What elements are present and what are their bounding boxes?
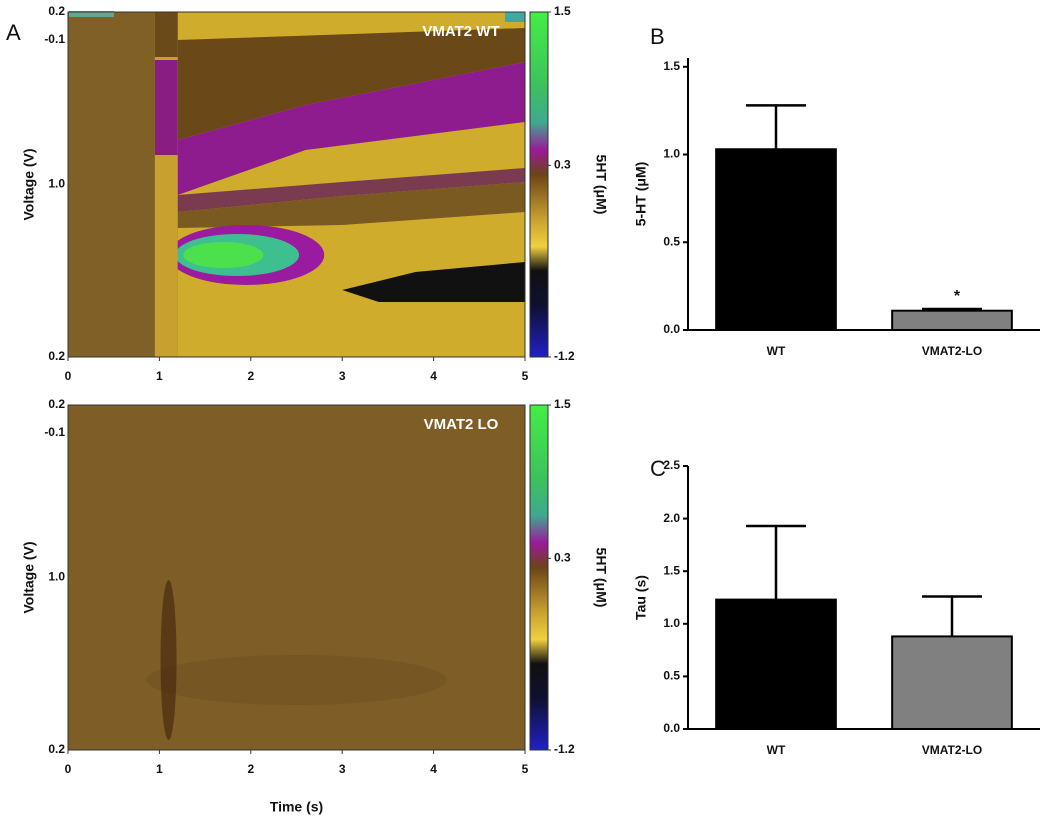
panel-letter: C bbox=[650, 456, 666, 481]
y-tick-label: 1.0 bbox=[663, 616, 680, 630]
heatmap-region bbox=[177, 62, 525, 195]
x-tick-label: 5 bbox=[522, 369, 529, 383]
y-axis-label: Voltage (V) bbox=[21, 148, 37, 220]
y-tick-label: 0.2 bbox=[48, 742, 65, 756]
x-tick-label: 2 bbox=[247, 369, 254, 383]
y-tick-label: 2.0 bbox=[663, 511, 680, 525]
significance-mark: * bbox=[954, 288, 961, 305]
y-tick-label: 1.5 bbox=[663, 59, 680, 73]
bar bbox=[715, 598, 837, 730]
heatmap-region bbox=[177, 168, 525, 212]
colorbar-tick-label: 0.3 bbox=[554, 551, 571, 565]
heatmap-region bbox=[183, 242, 264, 268]
colorbar-tick-label: 1.5 bbox=[554, 4, 571, 18]
x-tick-label: 0 bbox=[65, 762, 72, 776]
y-tick-label: 0.0 bbox=[663, 721, 680, 735]
x-tick-label: 0 bbox=[65, 369, 72, 383]
x-tick-label: 4 bbox=[430, 762, 437, 776]
y-axis-label: Voltage (V) bbox=[21, 541, 37, 613]
y-tick-label: 1.0 bbox=[48, 570, 65, 584]
heatmap-label: VMAT2 LO bbox=[424, 416, 499, 433]
x-tick-label: 1 bbox=[156, 369, 163, 383]
bar bbox=[891, 309, 1013, 332]
heatmap-region bbox=[69, 11, 114, 17]
heatmap-region bbox=[177, 182, 525, 228]
x-tick-label: 3 bbox=[339, 369, 346, 383]
heatmap-image bbox=[68, 11, 525, 357]
panel-letter: B bbox=[650, 24, 665, 49]
x-tick-label: 3 bbox=[339, 762, 346, 776]
x-tick-label: 5 bbox=[522, 762, 529, 776]
heatmap-region bbox=[505, 12, 525, 22]
heatmap-region bbox=[154, 12, 178, 57]
colorbar-tick-label: -1.2 bbox=[554, 742, 575, 756]
x-tick-label: 2 bbox=[247, 762, 254, 776]
heatmap-region bbox=[146, 655, 447, 705]
bar bbox=[715, 148, 837, 331]
x-tick-label: WT bbox=[767, 743, 786, 757]
y-tick-label: 1.5 bbox=[663, 563, 680, 577]
y-tick-label: 0.5 bbox=[663, 669, 680, 683]
colorbar bbox=[529, 11, 549, 358]
x-axis-label: Time (s) bbox=[270, 799, 323, 815]
x-tick-label: WT bbox=[767, 344, 786, 358]
colorbar bbox=[529, 404, 549, 751]
x-tick-label: 1 bbox=[156, 762, 163, 776]
plot-frame bbox=[67, 11, 526, 358]
colorbar-tick-label: 0.3 bbox=[554, 158, 571, 172]
heatmap-label: VMAT2 WT bbox=[422, 23, 499, 40]
x-tick-label: 4 bbox=[430, 369, 437, 383]
x-tick-label: VMAT2-LO bbox=[922, 344, 982, 358]
y-tick-label: -0.1 bbox=[44, 425, 65, 439]
y-tick-label: 1.0 bbox=[663, 147, 680, 161]
y-axis-label: 5-HT (μM) bbox=[633, 162, 649, 227]
colorbar-label: 5HT (μM) bbox=[593, 548, 609, 608]
colorbar-tick-label: 1.5 bbox=[554, 397, 571, 411]
colorbar-label: 5HT (μM) bbox=[593, 155, 609, 215]
plot-frame bbox=[67, 404, 526, 751]
y-tick-label: 1.0 bbox=[48, 177, 65, 191]
x-tick-label: VMAT2-LO bbox=[922, 743, 982, 757]
heatmap-region bbox=[177, 28, 525, 140]
y-axis-label: Tau (s) bbox=[633, 575, 649, 620]
y-tick-label: 0.2 bbox=[48, 349, 65, 363]
y-tick-label: 0.2 bbox=[48, 4, 65, 18]
y-tick-label: 0.5 bbox=[663, 234, 680, 248]
heatmap-image bbox=[68, 405, 525, 750]
panel-letter: A bbox=[6, 20, 21, 45]
y-tick-label: -0.1 bbox=[44, 32, 65, 46]
y-tick-label: 2.5 bbox=[663, 458, 680, 472]
y-tick-label: 0.2 bbox=[48, 397, 65, 411]
heatmap-region bbox=[160, 580, 177, 740]
y-tick-label: 0.0 bbox=[663, 322, 680, 336]
colorbar-tick-label: -1.2 bbox=[554, 349, 575, 363]
heatmap-region bbox=[154, 60, 178, 155]
bar bbox=[891, 635, 1013, 731]
heatmap-region bbox=[342, 262, 525, 302]
